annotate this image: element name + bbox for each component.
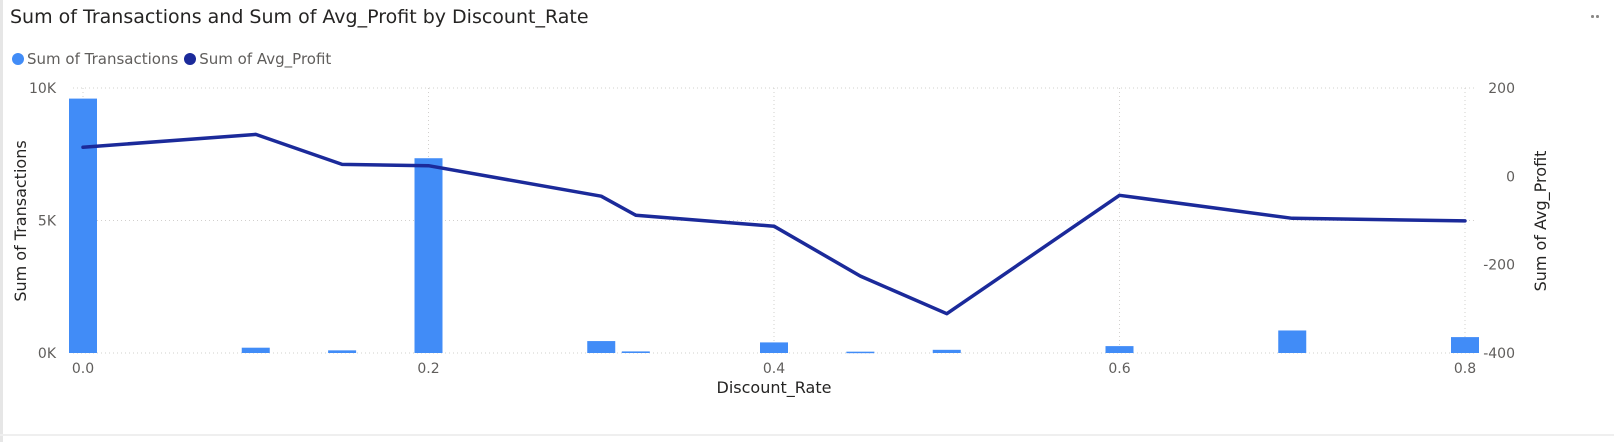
chart-title: Sum of Transactions and Sum of Avg_Profi… [10,6,589,28]
y2-tick-label: -400 [1483,346,1515,362]
bar[interactable] [69,98,97,353]
bar-series [69,98,1479,354]
line-series [81,132,1467,316]
bar[interactable] [846,351,875,354]
y-axis-title: Sum of Transactions [11,140,30,301]
more-options-icon[interactable] [1590,12,1602,20]
y-tick-label: 5K [38,214,57,230]
bar[interactable] [587,341,616,353]
legend-item-avg-profit[interactable]: Sum of Avg_Profit [184,50,331,68]
x-tick-label: 0.0 [72,361,94,377]
bar[interactable] [1278,330,1307,353]
bar[interactable] [1451,337,1479,353]
legend-marker-avg-profit [184,53,197,65]
bar[interactable] [328,350,357,353]
avg-profit-line[interactable] [81,132,1467,316]
legend-marker-transactions [12,53,24,65]
x-tick-label: 0.8 [1454,361,1476,377]
legend-item-transactions[interactable]: Sum of Transactions [12,50,178,68]
bar[interactable] [414,158,443,353]
bottom-border [0,434,1614,436]
axes: 0K 5K 10K 0.0 0.2 0.4 0.6 0.8 -400 -200 0 200 [29,81,1515,377]
bar[interactable] [932,349,961,353]
y-tick-label: 10K [29,81,57,97]
y2-tick-label: -200 [1483,258,1515,274]
left-border [0,0,3,442]
y2-tick-label: 0 [1506,169,1515,185]
legend-label-avg-profit: Sum of Avg_Profit [199,50,332,68]
bar[interactable] [241,347,270,353]
y2-tick-label: 200 [1488,81,1515,97]
x-tick-label: 0.2 [417,361,439,377]
bar[interactable] [760,342,788,353]
bar[interactable] [1105,346,1134,353]
y2-axis-title: Sum of Avg_Profit [1531,151,1551,292]
legend-label-transactions: Sum of Transactions [27,50,179,68]
x-tick-label: 0.4 [763,361,785,377]
y-tick-label: 0K [38,346,57,362]
x-axis-title: Discount_Rate [717,378,832,398]
legend: Sum of Transactions Sum of Avg_Profit [12,50,337,68]
gridlines [73,87,1475,354]
bar[interactable] [621,351,650,353]
x-tick-label: 0.6 [1108,361,1130,377]
